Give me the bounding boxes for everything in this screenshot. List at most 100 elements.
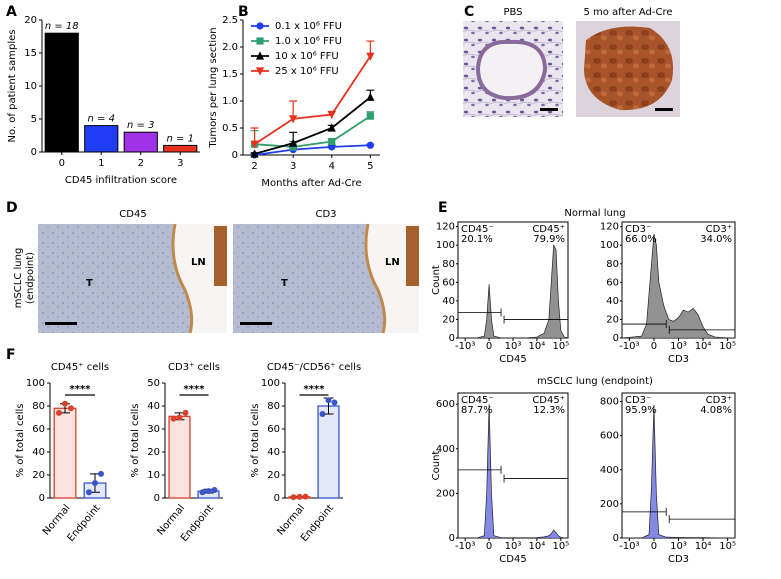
x-tick-label: 0	[486, 541, 492, 552]
gate-line	[503, 315, 568, 324]
image-title: 5 mo after Ad-Cre	[583, 7, 672, 18]
gate-percent: 12.3%	[533, 405, 565, 416]
x-tick-label: 10⁴	[695, 541, 712, 552]
gate-line	[458, 465, 502, 474]
tissue-mark: LN	[191, 257, 206, 268]
data-point	[325, 397, 332, 404]
x-axis-label: CD45	[499, 554, 526, 565]
marker	[250, 149, 259, 158]
x-tick-label: -10³	[455, 341, 475, 352]
significance-label: ****	[304, 384, 326, 395]
x-tick-label: 10⁴	[529, 341, 546, 352]
x-tick-label: 1	[98, 158, 104, 169]
data-point	[211, 486, 218, 493]
value-label: n = 18	[45, 21, 79, 32]
y-tick-label: 40	[32, 447, 45, 458]
image-title: CD45	[119, 209, 146, 220]
y-tick-label: 0	[232, 150, 238, 161]
panel-label: D	[6, 200, 18, 216]
x-tick-label: -10³	[455, 541, 475, 552]
data-point	[296, 493, 303, 500]
x-tick-label: 0	[486, 341, 492, 352]
x-tick-label: 4	[329, 161, 335, 172]
x-tick-label: -10³	[619, 541, 639, 552]
micrograph	[38, 223, 227, 334]
x-tick-label: -10³	[619, 341, 639, 352]
y-axis-label: % of total cells	[130, 404, 141, 478]
micrograph	[233, 223, 419, 334]
x-tick-label: 10⁵	[552, 541, 569, 552]
value-label: n = 1	[167, 133, 194, 144]
significance-label: ****	[184, 384, 206, 395]
data-point	[176, 414, 183, 421]
x-tick-label: 2	[138, 158, 144, 169]
tissue-mark: T	[281, 278, 288, 289]
y-tick-label: 20	[442, 314, 455, 325]
data-point	[290, 494, 297, 501]
x-tick-label: 0	[59, 158, 65, 169]
gate-name: CD45⁺	[532, 395, 565, 406]
series-line	[254, 96, 371, 155]
x-tick-label: 10⁵	[719, 541, 736, 552]
y-tick-label: 20	[606, 314, 619, 325]
gate-percent: 34.0%	[700, 234, 732, 245]
image-ylabel: (endpoint)	[25, 252, 36, 304]
marker	[366, 92, 375, 101]
row-title: Normal lung	[564, 208, 625, 219]
y-tick-label: 20	[147, 447, 160, 458]
y-tick-label: 20	[32, 470, 45, 481]
tissue-mark: T	[86, 278, 93, 289]
data-point	[302, 493, 309, 500]
y-tick-label: 800	[600, 397, 619, 408]
marker	[327, 110, 336, 120]
y-tick-label: 80	[32, 401, 45, 412]
y-tick-label: 0	[39, 493, 45, 504]
x-tick-label: 10⁵	[719, 341, 736, 352]
bar	[123, 131, 158, 153]
gate-line	[668, 325, 735, 334]
x-tick-label: 10⁴	[529, 541, 546, 552]
panel-label: E	[438, 200, 448, 216]
gate-line	[458, 308, 502, 317]
y-tick-label: 100	[26, 378, 45, 389]
marker	[289, 138, 298, 147]
gate-percent: 95.9%	[625, 405, 657, 416]
y-tick-label: 0	[449, 533, 455, 544]
gate-line	[503, 474, 568, 483]
value-label: n = 4	[88, 114, 115, 125]
y-tick-label: 10	[147, 470, 160, 481]
y-tick-label: 30	[147, 424, 160, 435]
gate-name: CD45⁻	[461, 224, 494, 235]
y-tick-label: 60	[267, 424, 280, 435]
gate-line	[622, 507, 667, 516]
series-line	[254, 144, 371, 156]
marker	[328, 137, 336, 146]
y-tick-label: 0	[613, 333, 619, 344]
marker	[289, 143, 297, 151]
marker	[327, 123, 336, 132]
y-tick-label: 100	[436, 240, 455, 251]
y-tick-label: 2.0	[222, 42, 238, 53]
x-tick-label: 10⁵	[552, 341, 569, 352]
marker	[256, 22, 264, 30]
y-tick-label: 60	[32, 424, 45, 435]
y-tick-label: 60	[442, 277, 455, 288]
data-point	[205, 488, 212, 495]
y-tick-label: 40	[267, 447, 280, 458]
chart-title: CD45⁺ cells	[51, 362, 109, 373]
x-axis-label: CD45	[499, 354, 526, 365]
data-point	[62, 400, 68, 407]
marker	[250, 140, 259, 149]
y-tick-label: 2.5	[222, 15, 238, 26]
marker	[256, 37, 264, 45]
gate-percent: 4.08%	[700, 405, 732, 416]
y-axis-label: Tumors per lung section	[208, 27, 219, 148]
y-tick-label: 80	[267, 401, 280, 412]
row-title: mSCLC lung (endpoint)	[537, 376, 653, 387]
y-tick-label: 40	[442, 296, 455, 307]
y-tick-label: 0	[31, 147, 37, 158]
data-point	[182, 409, 189, 416]
image-ylabel: mSCLC lung	[13, 248, 24, 309]
gate-line	[622, 320, 667, 329]
gate-name: CD3⁻	[625, 224, 651, 235]
